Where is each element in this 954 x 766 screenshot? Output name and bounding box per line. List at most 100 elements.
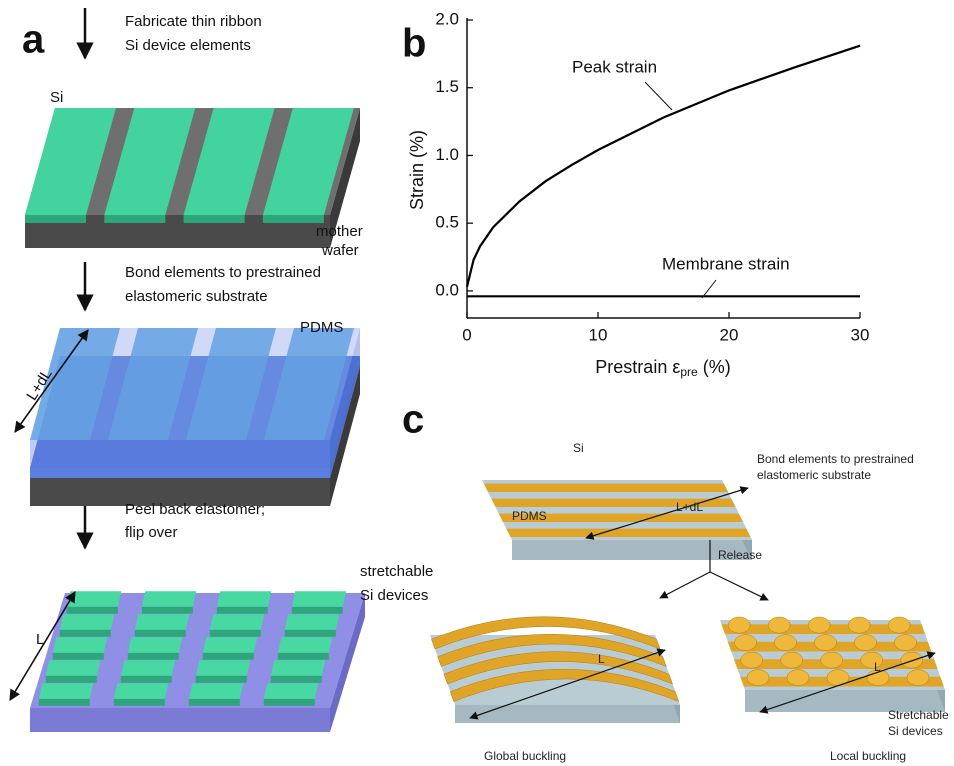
block-front [455, 705, 680, 723]
bump-edge [203, 653, 254, 660]
x-axis-title-text: Prestrain ε [595, 357, 680, 377]
bump [271, 660, 326, 676]
bump-edge [60, 630, 111, 637]
y-tick-label: 0.5 [435, 213, 459, 232]
label: stretchable [360, 563, 433, 580]
step-text: elastomeric substrate [125, 288, 268, 305]
x-tick-label: 10 [589, 325, 608, 344]
wrinkle [907, 670, 929, 686]
block-front [512, 540, 752, 560]
x-tick-label: 0 [462, 325, 471, 344]
wrinkle [855, 635, 877, 651]
bump-edge [46, 676, 97, 683]
block-front [30, 468, 330, 478]
label: Release [718, 548, 762, 562]
bump [121, 660, 176, 676]
bump [135, 614, 190, 630]
series-line [467, 46, 860, 287]
x-axis-title-unit: (%) [703, 357, 731, 377]
panel-letter: a [22, 18, 45, 62]
step-text: Bond elements to prestrained [125, 264, 321, 281]
wrinkle [735, 635, 757, 651]
caption: Bond elements to prestrained [757, 452, 914, 466]
step-text: flip over [125, 524, 178, 541]
release-arrow [710, 572, 768, 600]
chart: 0.00.51.01.52.00102030Peak strainMembran… [435, 9, 869, 344]
x-tick-label: 30 [851, 325, 870, 344]
step-text: Peel back elastomer; [125, 501, 265, 518]
ribbon-edge [263, 215, 324, 223]
wrinkle [895, 635, 917, 651]
ribbon [506, 529, 750, 537]
caption: Global buckling [484, 749, 566, 763]
label: wafer [321, 242, 359, 259]
bump [189, 683, 244, 699]
y-tick-label: 0.0 [435, 280, 459, 299]
bump [203, 637, 257, 653]
label: PDMS [300, 319, 343, 336]
y-tick-label: 1.0 [435, 145, 459, 164]
wrinkle [821, 652, 843, 668]
panel-letter: b [402, 22, 426, 66]
bump [217, 591, 271, 607]
bump-edge [189, 699, 240, 706]
ribbon-edge [184, 215, 245, 223]
step-text: Fabricate thin ribbon [125, 13, 262, 30]
bump [196, 660, 251, 676]
label: Si devices [888, 724, 943, 738]
label: mother [316, 223, 363, 240]
bump-edge [285, 630, 336, 637]
bump-edge [210, 630, 261, 637]
artwork [10, 8, 945, 732]
bump [278, 637, 333, 653]
wrinkle [901, 652, 923, 668]
bump-edge [292, 607, 343, 614]
bump-edge [114, 699, 165, 706]
step-text: Si device elements [125, 37, 251, 54]
bump [128, 637, 183, 653]
bump [264, 683, 319, 699]
wrinkle [768, 617, 790, 633]
label: Si devices [360, 587, 428, 604]
bump-edge [135, 630, 186, 637]
bump [142, 591, 197, 607]
bump-edge [128, 653, 179, 660]
wrinkle [808, 617, 830, 633]
caption: Local buckling [830, 749, 906, 763]
series-annotation: Peak strain [572, 57, 657, 76]
bump-edge [264, 699, 315, 706]
wrinkle [728, 617, 750, 633]
bump-edge [39, 699, 90, 706]
label: L+dL [676, 500, 703, 514]
x-axis-title: Prestrain εpre(%) [595, 357, 730, 379]
wrinkle [775, 635, 797, 651]
pdms-slab [30, 328, 360, 440]
wrinkle [747, 670, 769, 686]
bump-edge [271, 676, 322, 683]
bump [210, 614, 264, 630]
ribbon [484, 484, 728, 492]
ribbon-edge [25, 215, 86, 223]
wrinkle [741, 652, 763, 668]
bump-edge [121, 676, 172, 683]
bump [39, 683, 94, 699]
bump [285, 614, 340, 630]
release-arrow [660, 572, 710, 598]
bump [60, 614, 115, 630]
bump-edge [196, 676, 247, 683]
pdms-slab [30, 440, 330, 468]
annotation-leader [645, 82, 672, 110]
bump-edge [67, 607, 118, 614]
wrinkle [787, 670, 809, 686]
x-tick-label: 20 [720, 325, 739, 344]
label: L [598, 652, 605, 666]
panel-letter: c [402, 398, 424, 442]
wrinkle [815, 635, 837, 651]
figure: a b c Fabricate thin ribbon Si device el… [0, 0, 954, 766]
wrinkle [781, 652, 803, 668]
page: {"panel_labels": ["a", "b", "c"], "panel… [0, 0, 954, 766]
series-annotation: Membrane strain [662, 254, 790, 273]
ribbon-edge [104, 215, 165, 223]
label: Si [573, 441, 584, 455]
y-tick-label: 1.5 [435, 77, 459, 96]
